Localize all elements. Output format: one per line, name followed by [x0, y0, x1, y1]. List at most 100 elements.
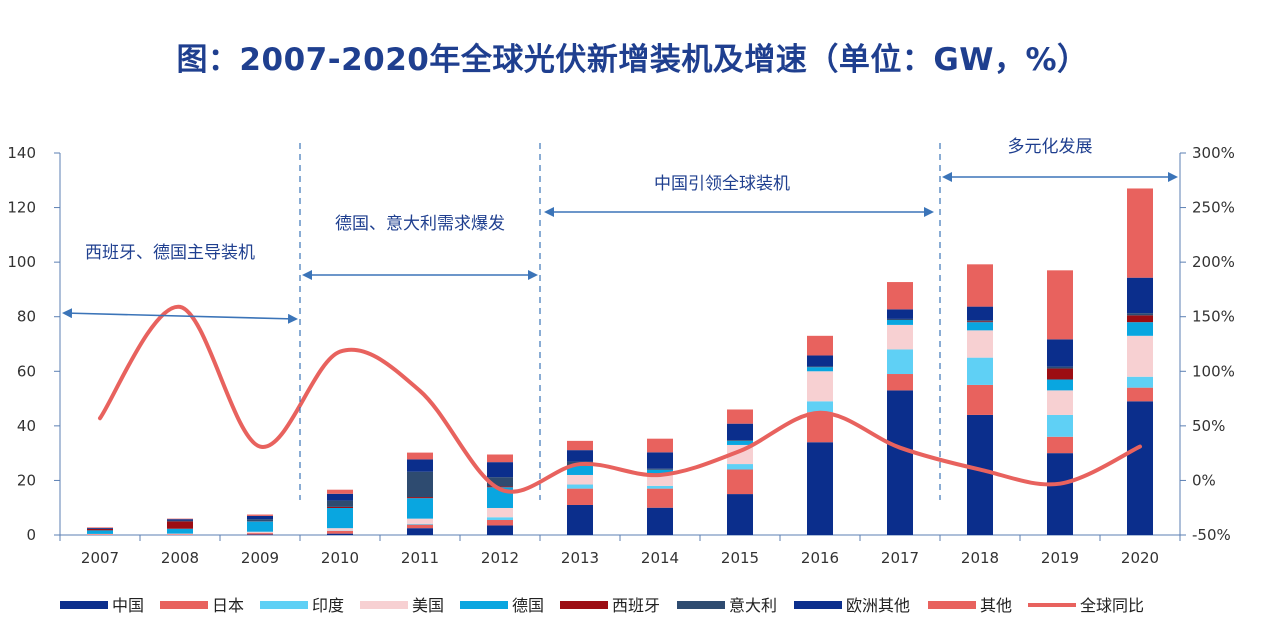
- bar-segment: [407, 497, 433, 499]
- bar-segment: [487, 477, 513, 487]
- bar-segment: [167, 528, 193, 534]
- y2-tick-label: 50%: [1192, 417, 1225, 435]
- bar-segment: [1127, 335, 1153, 377]
- bar-segment: [1047, 414, 1073, 437]
- bar-segment: [807, 371, 833, 402]
- bar-segment: [167, 518, 193, 520]
- bar-segment: [967, 330, 993, 358]
- legend-label: 日本: [212, 596, 244, 615]
- bar-segment: [407, 524, 433, 529]
- phase-label: 中国引领全球装机: [654, 174, 790, 194]
- legend-swatch: [560, 601, 608, 609]
- bar-segment: [167, 521, 193, 529]
- y-tick-label: 20: [17, 471, 36, 489]
- x-tick-label: 2017: [881, 549, 919, 567]
- y2-tick-label: 0%: [1192, 471, 1216, 489]
- bar-segment: [1047, 339, 1073, 367]
- x-tick-label: 2020: [1121, 549, 1159, 567]
- bar-segment: [647, 469, 673, 475]
- bar-segment: [1127, 277, 1153, 314]
- legend-swatch: [360, 601, 408, 609]
- bar-segment: [407, 498, 433, 519]
- bar-segment: [1047, 366, 1073, 369]
- x-tick-label: 2008: [161, 549, 199, 567]
- bar-segment: [807, 366, 833, 368]
- phase-arrow: [62, 308, 298, 324]
- bar-segment: [327, 533, 353, 535]
- bar-segment: [407, 459, 433, 472]
- bar-segment: [407, 471, 433, 498]
- bar-segment: [807, 412, 833, 443]
- bar-segment: [647, 468, 673, 470]
- bar-segment: [327, 528, 353, 531]
- y2-tick-label: 100%: [1192, 362, 1235, 380]
- y-tick-label: 100: [7, 253, 36, 271]
- bar-segment: [727, 469, 753, 495]
- bar-segment: [647, 452, 673, 469]
- bar-segment: [1047, 368, 1073, 380]
- bar-segment: [887, 309, 913, 319]
- bar-segment: [967, 306, 993, 321]
- legend-swatch: [460, 601, 508, 609]
- phase-label: 西班牙、德国主导装机: [85, 243, 255, 263]
- bar-segment: [567, 440, 593, 451]
- bar-segment: [1047, 453, 1073, 535]
- x-tick-label: 2014: [641, 549, 679, 567]
- bar-segment: [487, 454, 513, 463]
- x-tick-label: 2011: [401, 549, 439, 567]
- bar-segment: [487, 462, 513, 478]
- bar-segment: [87, 534, 113, 535]
- bar-segment: [647, 485, 673, 489]
- x-tick-label: 2015: [721, 549, 759, 567]
- bar-segment: [647, 474, 673, 486]
- bar-segment: [247, 515, 273, 520]
- bar-segment: [327, 530, 353, 534]
- y2-tick-label: 150%: [1192, 308, 1235, 326]
- bars-layer: [87, 188, 1153, 535]
- bar-segment: [647, 488, 673, 508]
- bar-segment: [727, 464, 753, 470]
- bar-segment: [87, 528, 113, 531]
- bar-segment: [247, 519, 273, 522]
- bar-segment: [327, 506, 353, 508]
- y-tick-label: 0: [26, 526, 36, 544]
- bar-segment: [967, 321, 993, 323]
- bar-segment: [487, 525, 513, 535]
- bar-segment: [1047, 436, 1073, 454]
- legend-swatch: [677, 601, 725, 609]
- legend-swatch: [160, 601, 208, 609]
- bar-segment: [887, 319, 913, 325]
- bar-segment: [407, 518, 433, 524]
- bar-segment: [167, 533, 193, 535]
- bar-segment: [727, 440, 753, 445]
- bar-segment: [87, 533, 113, 535]
- bar-segment: [1127, 313, 1153, 316]
- legend: 中国 日本 印度 美国 德国 西班牙 意大利 欧洲其他 其他 全球同比: [60, 596, 1144, 615]
- bar-segment: [487, 519, 513, 526]
- chart-title: 图：2007-2020年全球光伏新增装机及增速（单位：GW，%）: [176, 42, 1089, 78]
- bar-segment: [167, 519, 193, 521]
- bar-segment: [327, 500, 353, 507]
- bar-segment: [167, 520, 193, 522]
- bar-segment: [567, 504, 593, 535]
- y2-tick-label: 200%: [1192, 253, 1235, 271]
- y-tick-label: 40: [17, 417, 36, 435]
- bar-segment: [407, 452, 433, 460]
- legend-label: 全球同比: [1080, 596, 1144, 615]
- bar-segment: [887, 390, 913, 535]
- bar-segment: [647, 438, 673, 453]
- legend-label: 欧洲其他: [846, 596, 910, 615]
- x-tick-label: 2018: [961, 549, 999, 567]
- y-tick-label: 60: [17, 362, 36, 380]
- bar-segment: [1127, 387, 1153, 402]
- x-tick-label: 2009: [241, 549, 279, 567]
- bar-segment: [967, 414, 993, 535]
- bar-segment: [887, 318, 913, 320]
- bar-segment: [887, 374, 913, 391]
- growth-line: [98, 304, 1142, 494]
- phase-label: 德国、意大利需求爆发: [335, 214, 505, 234]
- legend-swatch: [928, 601, 976, 609]
- legend-swatch: [260, 601, 308, 609]
- bar-segment: [647, 507, 673, 535]
- bar-segment: [407, 523, 433, 525]
